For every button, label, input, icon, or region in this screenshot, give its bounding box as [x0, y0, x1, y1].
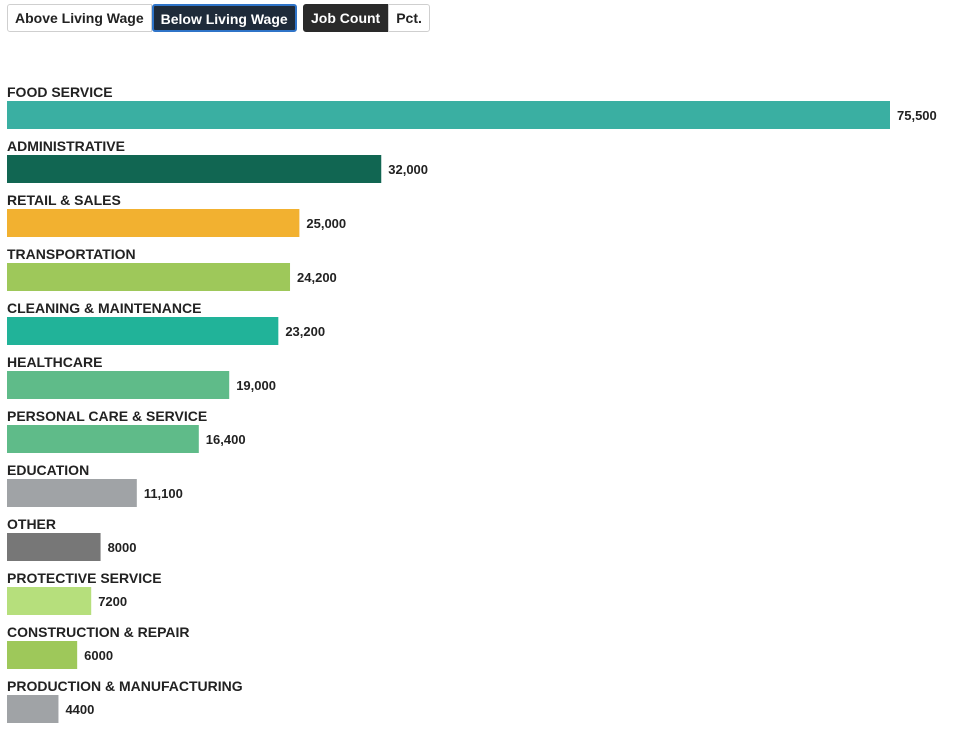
bar[interactable] — [7, 425, 199, 453]
category-label: PRODUCTION & MANUFACTURING — [7, 678, 243, 694]
category-label: PROTECTIVE SERVICE — [7, 570, 162, 586]
bar[interactable] — [7, 101, 890, 129]
job-count-button[interactable]: Job Count — [303, 4, 389, 32]
bar-chart: FOOD SERVICE 75,500 ADMINISTRATIVE 32,000 RE… — [7, 84, 937, 723]
bar[interactable] — [7, 695, 59, 723]
value-label: 6000 — [84, 648, 113, 663]
below-living-wage-button[interactable]: Below Living Wage — [151, 4, 297, 32]
bar[interactable] — [7, 209, 300, 237]
bar[interactable] — [7, 533, 101, 561]
mode-toggle-group: Job Count Pct. — [303, 4, 430, 32]
category-label: FOOD SERVICE — [7, 84, 113, 100]
value-label: 32,000 — [388, 162, 428, 177]
value-label: 8000 — [108, 540, 137, 555]
bar[interactable] — [7, 263, 291, 291]
bar[interactable] — [7, 479, 137, 507]
bar[interactable] — [7, 587, 92, 615]
category-label: CLEANING & MAINTENANCE — [7, 300, 201, 316]
value-label: 19,000 — [236, 378, 276, 393]
category-label: PERSONAL CARE & SERVICE — [7, 408, 207, 424]
value-label: 7200 — [98, 594, 127, 609]
bar[interactable] — [7, 641, 78, 669]
category-label: RETAIL & SALES — [7, 192, 121, 208]
category-label: EDUCATION — [7, 462, 89, 478]
value-label: 4400 — [65, 702, 94, 717]
value-label: 11,100 — [144, 486, 183, 501]
value-label: 24,200 — [297, 270, 337, 285]
value-label: 23,200 — [285, 324, 325, 339]
category-label: HEALTHCARE — [7, 354, 102, 370]
bar[interactable] — [7, 371, 230, 399]
bar[interactable] — [7, 155, 382, 183]
category-label: OTHER — [7, 516, 56, 532]
value-label: 25,000 — [306, 216, 346, 231]
value-label: 16,400 — [206, 432, 246, 447]
value-label: 75,500 — [897, 108, 937, 123]
category-label: TRANSPORTATION — [7, 246, 136, 262]
pct-button[interactable]: Pct. — [388, 4, 430, 32]
wage-toggle-group: Above Living Wage Below Living Wage — [7, 4, 297, 32]
category-label: CONSTRUCTION & REPAIR — [7, 624, 190, 640]
bar[interactable] — [7, 317, 279, 345]
above-living-wage-button[interactable]: Above Living Wage — [7, 4, 152, 32]
category-label: ADMINISTRATIVE — [7, 138, 125, 154]
